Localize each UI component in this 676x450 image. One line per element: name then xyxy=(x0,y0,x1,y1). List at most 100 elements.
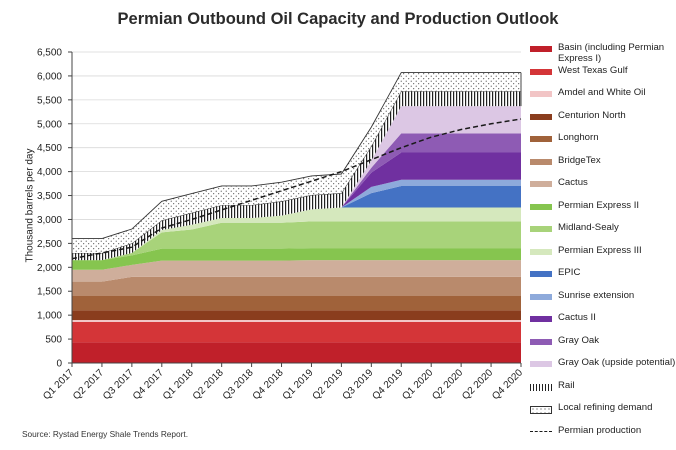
area-epic xyxy=(72,185,521,261)
area-amdel-and-white-oil xyxy=(72,319,521,322)
y-tick-label: 6,000 xyxy=(37,71,62,82)
y-tick-label: 1,000 xyxy=(37,311,62,322)
x-tick-label: Q2 2020 xyxy=(430,367,465,402)
area-local-refining-demand xyxy=(72,72,521,253)
y-tick-label: 2,000 xyxy=(37,263,62,274)
x-tick-label: Q1 2018 xyxy=(161,367,196,402)
legend-swatch xyxy=(530,136,552,142)
legend-label: EPIC xyxy=(558,267,581,278)
y-tick-label: 3,000 xyxy=(37,215,62,226)
x-tick-label: Q2 2020 xyxy=(460,367,495,402)
legend-swatch xyxy=(530,316,552,322)
legend-label: Centurion North xyxy=(558,109,626,121)
area-rail xyxy=(72,91,521,261)
x-tick-label: Q2 2018 xyxy=(191,367,226,402)
area-gray-oak-upside-potential xyxy=(72,106,521,261)
x-tick-label: Q1 2020 xyxy=(400,367,435,402)
y-tick-labels: 0 500 1,000 1,500 2,000 2,500 3,000 3,500 4,000 4… xyxy=(37,48,62,370)
legend-label: Local refining demand xyxy=(558,402,653,413)
legend-swatch xyxy=(530,271,552,277)
x-tick-label: Q4 2018 xyxy=(251,367,286,402)
legend-swatch xyxy=(530,181,552,187)
legend-item: Permian Express II xyxy=(530,200,676,223)
x-tick-label: Q3 2018 xyxy=(221,367,256,402)
legend-swatch xyxy=(530,406,552,414)
legend: Basin (including Permian Express I) West … xyxy=(530,42,676,447)
area-permian-express-iii xyxy=(72,207,521,261)
y-tick-label: 5,500 xyxy=(37,95,62,106)
y-tick-label: 4,000 xyxy=(37,167,62,178)
legend-item: Gray Oak (upside potential) xyxy=(530,357,676,380)
legend-swatch xyxy=(530,293,552,300)
x-tick-label: Q4 2020 xyxy=(490,367,525,402)
area-cactus xyxy=(72,260,521,282)
x-tick-label: Q2 2019 xyxy=(311,367,346,402)
legend-label: Midland-Sealy xyxy=(558,222,619,233)
legend-swatch xyxy=(530,46,552,52)
legend-swatch xyxy=(530,248,552,255)
y-tick-label: 4,500 xyxy=(37,143,62,154)
legend-label: BridgeTex xyxy=(558,154,601,166)
line-series xyxy=(71,118,522,260)
x-tick-label: Q4 2017 xyxy=(131,367,166,402)
x-tick-label: Q3 2019 xyxy=(341,367,376,402)
legend-label: Basin (including Permian Express I) xyxy=(558,42,665,64)
x-tick-label: Q3 2017 xyxy=(101,367,136,402)
y-tick-label: 2,500 xyxy=(37,239,62,250)
legend-swatch xyxy=(530,226,552,232)
legend-item: Amdel and White Oil xyxy=(530,87,676,110)
legend-item: Local refining demand xyxy=(530,402,676,425)
legend-label: West Texas Gulf xyxy=(558,64,628,76)
legend-label: Longhorn xyxy=(558,132,599,143)
axes xyxy=(68,51,522,367)
legend-item: Gray Oak xyxy=(530,335,676,358)
legend-item: Longhorn xyxy=(530,132,676,155)
area-basin-including-permian-express-i xyxy=(72,342,521,363)
legend-label: Rail xyxy=(558,379,575,391)
y-tick-label: 0 xyxy=(56,359,62,370)
legend-item: Permian production xyxy=(530,425,676,448)
y-tick-label: 500 xyxy=(45,335,62,346)
line-permian-production xyxy=(71,118,522,260)
source-note: Source: Rystad Energy Shale Trends Repor… xyxy=(22,429,189,439)
legend-label: Amdel and White Oil xyxy=(558,87,646,98)
y-tick-label: 6,500 xyxy=(37,48,62,59)
legend-item: Cactus II xyxy=(530,312,676,335)
area-bridgetex xyxy=(72,276,521,297)
y-tick-label: 1,500 xyxy=(37,287,62,298)
legend-item: Rail xyxy=(530,380,676,403)
y-tick-label: 5,000 xyxy=(37,119,62,130)
area-west-texas-gulf xyxy=(72,321,521,343)
legend-swatch xyxy=(530,203,552,210)
y-tick-label: 3,500 xyxy=(37,191,62,202)
legend-swatch xyxy=(530,158,552,165)
legend-item: Sunrise extension xyxy=(530,290,676,313)
legend-item: EPIC xyxy=(530,267,676,290)
area-midland-sealy xyxy=(72,221,521,261)
legend-item: West Texas Gulf xyxy=(530,65,676,88)
legend-swatch xyxy=(530,91,552,97)
legend-item: Permian Express III xyxy=(530,245,676,268)
legend-label: Permian Express III xyxy=(558,244,642,256)
x-tick-label: Q4 2019 xyxy=(370,367,405,402)
legend-item: Midland-Sealy xyxy=(530,222,676,245)
legend-label: Gray Oak xyxy=(558,334,600,346)
legend-swatch xyxy=(530,430,552,432)
legend-swatch xyxy=(530,361,552,367)
legend-item: Cactus xyxy=(530,177,676,200)
chart-title: Permian Outbound Oil Capacity and Produc… xyxy=(117,10,559,28)
legend-label: Cactus II xyxy=(558,312,596,323)
area-longhorn xyxy=(72,296,521,311)
legend-label: Permian production xyxy=(558,424,642,436)
legend-label: Sunrise extension xyxy=(558,289,635,301)
legend-label: Gray Oak (upside potential) xyxy=(558,357,676,368)
area-edge-local-refining-demand xyxy=(72,72,521,240)
legend-swatch xyxy=(530,68,552,75)
legend-swatch xyxy=(530,383,552,391)
x-tick-label: Q2 2017 xyxy=(71,367,106,402)
legend-swatch xyxy=(530,338,552,345)
legend-item: Centurion North xyxy=(530,110,676,133)
legend-label: Cactus xyxy=(558,177,588,188)
